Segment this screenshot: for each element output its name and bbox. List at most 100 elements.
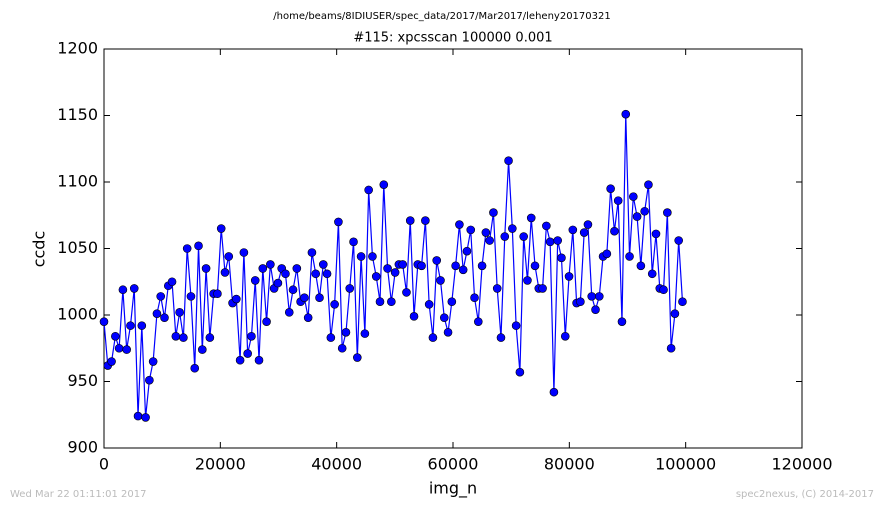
data-point (405, 216, 415, 225)
data-point (545, 237, 555, 247)
data-point (674, 236, 683, 245)
chart-title: #115: xpcsscan 100000 0.001 (353, 31, 552, 46)
data-point (186, 292, 196, 301)
data-point (239, 248, 249, 257)
data-point (409, 312, 419, 321)
data-point (489, 208, 498, 217)
data-point (224, 252, 234, 261)
data-point (602, 249, 612, 259)
data-point (379, 180, 389, 189)
data-point (175, 308, 184, 317)
data-point (421, 216, 430, 225)
footer-date: Wed Mar 22 01:11:01 2017 (10, 489, 146, 500)
data-point (625, 252, 634, 261)
data-point (496, 333, 506, 342)
data-point (141, 413, 150, 422)
data-point (621, 109, 631, 119)
data-point (311, 269, 321, 279)
data-point (364, 185, 373, 195)
data-point (337, 343, 347, 353)
data-point (273, 278, 283, 288)
data-point (307, 248, 317, 257)
data-point (288, 285, 298, 295)
y-tick-label: 900 (67, 438, 98, 457)
data-point (194, 241, 203, 251)
data-point (318, 260, 328, 269)
data-point (341, 327, 351, 337)
data-point (156, 292, 166, 301)
data-point (205, 333, 215, 342)
data-point (666, 343, 676, 353)
data-point (523, 276, 532, 285)
footer-credit: spec2nexus, (C) 2014-2017 (736, 489, 874, 500)
data-point (118, 285, 128, 295)
y-tick-label: 1000 (57, 305, 98, 324)
data-point (356, 252, 366, 261)
data-point (436, 276, 445, 285)
data-point (99, 317, 109, 326)
data-point (629, 192, 638, 201)
data-point (636, 261, 646, 271)
file-path: /home/beams/8IDIUSER/spec_data/2017/Mar2… (273, 11, 610, 22)
x-tick-label: 40000 (311, 455, 362, 474)
data-point (303, 313, 313, 322)
data-point (213, 289, 222, 299)
data-point (171, 331, 181, 341)
data-point (670, 309, 680, 318)
data-point (470, 293, 479, 303)
data-point (644, 180, 653, 189)
data-point (594, 292, 604, 301)
data-point (300, 293, 309, 303)
data-point (519, 232, 528, 241)
data-point (466, 225, 476, 235)
data-point (455, 220, 464, 229)
data-point (371, 272, 381, 281)
data-point (538, 284, 547, 293)
data-point (334, 217, 343, 227)
data-point (402, 288, 411, 297)
data-point (417, 261, 426, 271)
data-point (504, 156, 513, 166)
data-point (481, 228, 491, 237)
data-line (103, 114, 684, 418)
y-tick-label: 1200 (57, 39, 98, 58)
data-point (330, 300, 339, 309)
data-point (553, 236, 563, 245)
data-point (549, 387, 559, 397)
data-point (428, 333, 438, 342)
data-point (432, 256, 442, 265)
x-tick-label: 60000 (428, 455, 479, 474)
data-point (530, 261, 540, 271)
data-point (564, 272, 574, 281)
data-point (129, 284, 139, 293)
data-point (632, 212, 642, 221)
data-point (182, 244, 192, 253)
data-point (284, 308, 294, 317)
data-point (111, 331, 120, 341)
data-point (137, 321, 147, 330)
data-point (122, 345, 131, 354)
data-point (345, 284, 355, 293)
data-point (262, 317, 271, 326)
data-point (500, 232, 510, 241)
data-point (451, 261, 460, 271)
data-point (220, 268, 230, 277)
data-point (250, 276, 260, 285)
data-point (474, 317, 483, 326)
y-tick-label: 1050 (57, 238, 98, 257)
data-point (610, 226, 619, 236)
data-point (198, 345, 207, 354)
x-tick-label: 100000 (655, 455, 716, 474)
data-point (353, 353, 362, 362)
data-point (145, 375, 154, 385)
data-point (190, 363, 200, 373)
x-axis-label: img_n (429, 479, 477, 499)
data-point (560, 331, 570, 341)
data-point (201, 264, 211, 273)
data-point (606, 184, 615, 193)
data-point (383, 264, 392, 273)
data-point (281, 269, 290, 279)
data-point (160, 313, 169, 322)
data-point (587, 292, 597, 301)
